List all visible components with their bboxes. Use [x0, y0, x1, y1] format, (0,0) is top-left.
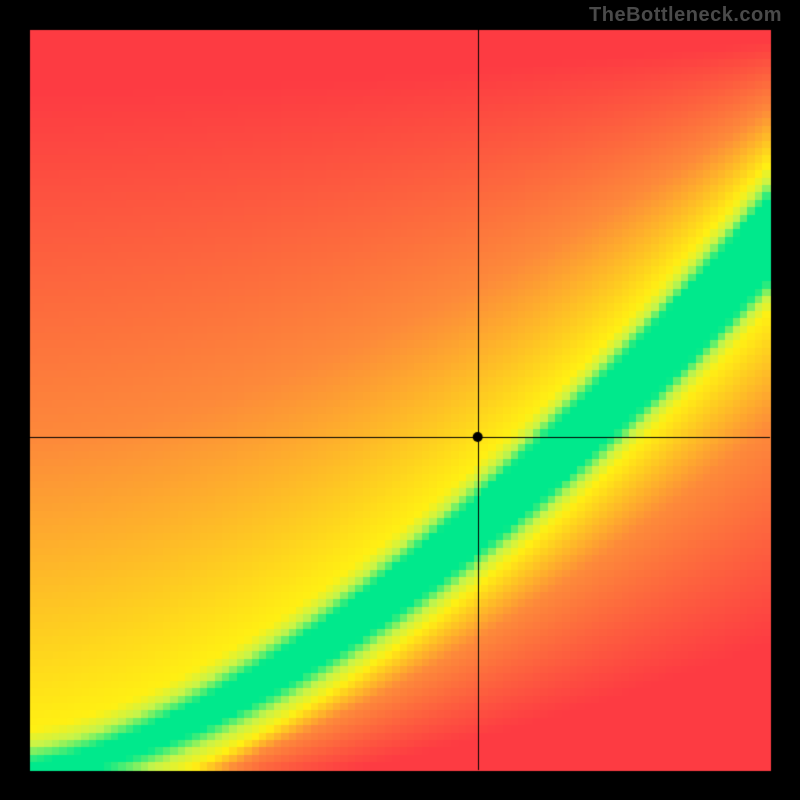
chart-container: TheBottleneck.com	[0, 0, 800, 800]
watermark-text: TheBottleneck.com	[589, 4, 782, 27]
heatmap-canvas	[0, 0, 800, 800]
